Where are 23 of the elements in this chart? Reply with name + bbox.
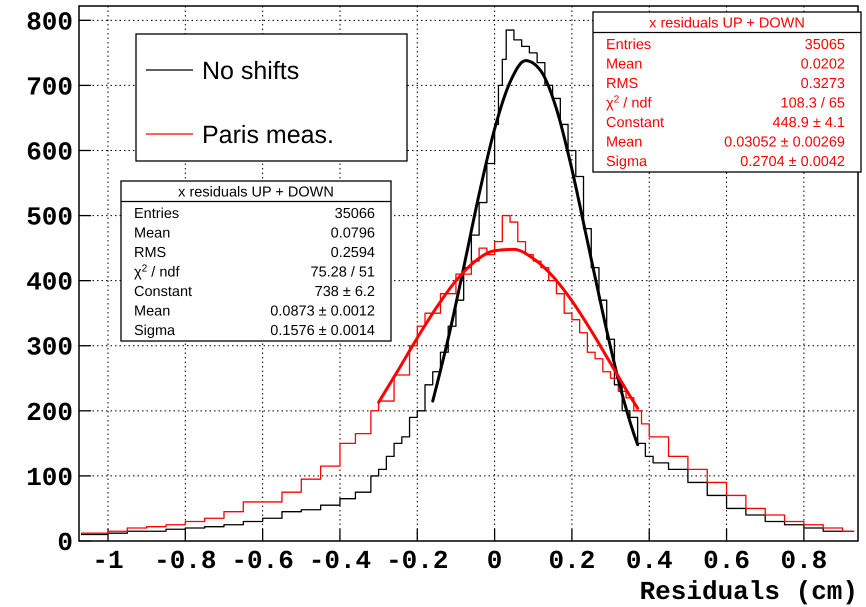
x-tick-label: -0.6 (231, 546, 294, 576)
x-tick-label: 0.8 (780, 546, 828, 576)
x-tick-label: -0.8 (154, 546, 217, 576)
x-tick-label: -1 (92, 546, 124, 576)
legend-label: Paris meas. (202, 121, 334, 149)
x-tick-label: -0.2 (386, 546, 448, 576)
x-tick-label: 0.6 (703, 546, 750, 576)
x-tick-label: 0.2 (548, 546, 596, 576)
text: x residuals UP + DOWN Entries 35065 Mean 0.0202 RMS 0.3273 χ$^{2}$ / ndf 108.3 / 65 Constant 448.9 ± 4.1 Mean 0.03052 ± 0.00269 Sigma 0.2704 ± 0.0042 (606, 16, 845, 170)
x-tick-label: -0.4 (308, 546, 372, 576)
text: x residuals UP + DOWN Entries 35066 Mean 0.0796 RMS 0.2594 χ$^{2}$ / ndf 75.28 / 51 Constant 738 ± 6.2 Mean 0.0873 ± 0.0012 Sigma 0.1576 ± 0.0014 (134, 184, 375, 339)
legend-label: No shifts (202, 57, 300, 85)
y-tick-label: 300 (26, 332, 73, 363)
y-tick-label: 600 (26, 137, 73, 168)
y-tick-label: 500 (26, 202, 73, 233)
y-tick-label: 100 (26, 462, 73, 493)
y-tick-label: 700 (26, 72, 73, 102)
x-tick-label: 0 (486, 546, 502, 576)
y-tick-label: 800 (26, 7, 73, 38)
y-tick-label: 400 (26, 268, 73, 298)
x-axis-title: Residuals (cm) (640, 577, 858, 607)
y-tick-label: 200 (26, 398, 73, 428)
x-tick-label: 0.4 (626, 546, 673, 576)
